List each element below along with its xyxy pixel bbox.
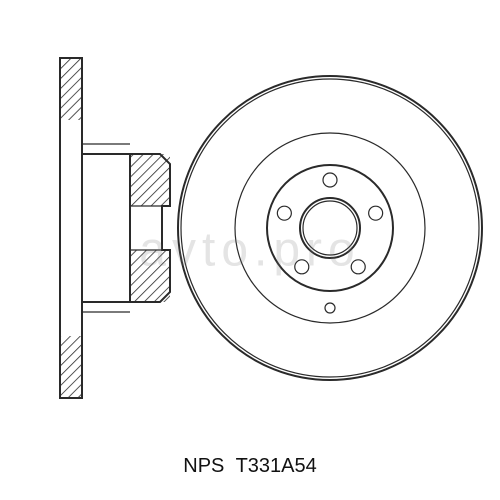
caption: NPS T331A54: [0, 455, 500, 478]
part-number: T331A54: [236, 455, 317, 477]
watermark-text: avto.pro: [139, 223, 360, 278]
diagram-canvas: avto.pro NPS T331A54: [0, 0, 500, 500]
brand-label: NPS: [183, 455, 224, 477]
